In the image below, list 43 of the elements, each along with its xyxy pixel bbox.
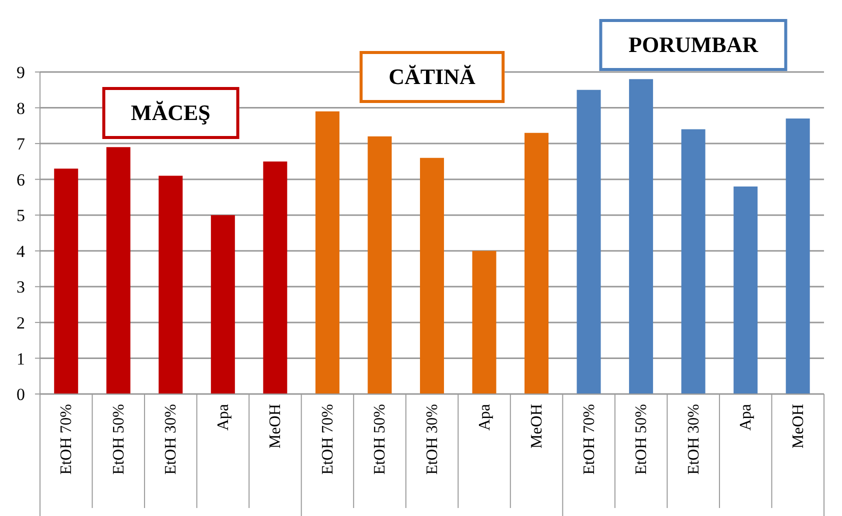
x-tick-label: MeOH: [789, 404, 806, 448]
x-tick-label: Apa: [214, 404, 232, 431]
x-tick-label: EtOH 70%: [58, 404, 75, 475]
bar: [472, 250, 496, 394]
bar: [681, 129, 706, 394]
x-tick-label: EtOH 50%: [110, 404, 127, 475]
x-tick-label: MeOH: [528, 404, 546, 448]
bar: [158, 176, 183, 394]
x-tick-label: EtOH 70%: [580, 404, 598, 475]
y-tick-label: 6: [16, 170, 25, 190]
y-tick-label: 8: [16, 98, 25, 118]
x-tick-label: Apa: [737, 404, 754, 431]
y-tick-label: 0: [16, 385, 25, 404]
bar: [210, 215, 235, 394]
bar: [420, 158, 444, 394]
bar: [315, 111, 340, 394]
x-tick-label: EtOH 30%: [162, 404, 180, 475]
bar: [734, 186, 758, 394]
bar: [54, 168, 78, 394]
x-tick-label: Apa: [476, 404, 493, 431]
bar: [576, 90, 601, 394]
y-tick-label: 7: [16, 134, 26, 154]
bar: [368, 136, 392, 394]
bar: [106, 147, 130, 394]
y-tick-label: 4: [16, 242, 26, 261]
y-tick-label: 1: [16, 349, 25, 368]
y-tick-label: 3: [16, 278, 25, 297]
x-tick-label: EtOH 30%: [424, 404, 440, 475]
x-tick-label: EtOH 50%: [371, 404, 388, 475]
x-tick-label: EtOH 30%: [684, 404, 702, 475]
series-label: PORUMBAR: [600, 19, 788, 72]
x-tick-label: EtOH 70%: [318, 404, 336, 475]
bar: [524, 132, 549, 394]
bar: [786, 118, 810, 394]
y-tick-label: 9: [16, 63, 25, 82]
x-tick-label: MeOH: [266, 404, 284, 448]
text: CĂTINĂ: [360, 51, 504, 104]
series-label: MĂCEŞ: [102, 87, 240, 140]
bar: [263, 161, 288, 394]
bar: [629, 79, 654, 394]
x-tick-label: EtOH 50%: [632, 404, 650, 475]
y-tick-label: 5: [16, 206, 25, 226]
y-tick-label: 2: [16, 313, 25, 332]
